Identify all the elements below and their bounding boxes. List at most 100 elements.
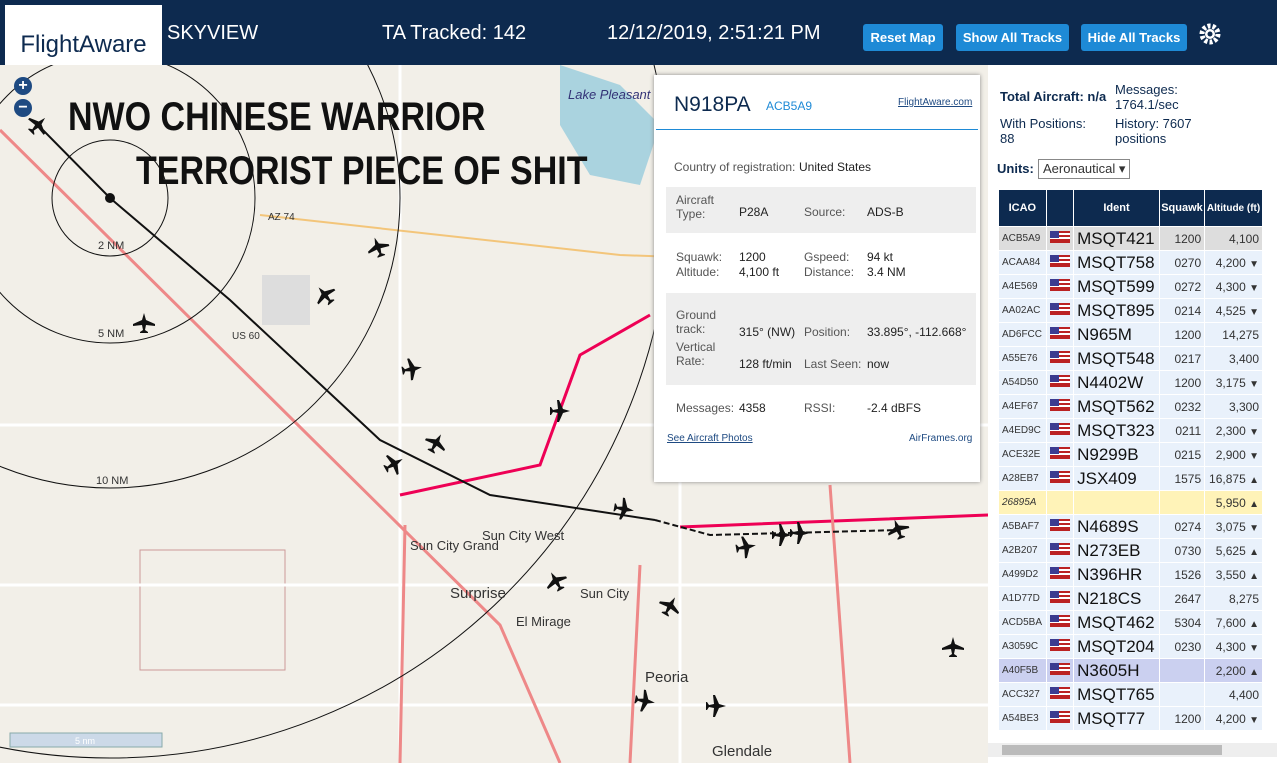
field-value: ADS-B (867, 205, 904, 219)
aircraft-row[interactable]: A28EB7 JSX409 1575 16,875 ▲ (999, 467, 1262, 490)
icao: A55E76 (999, 347, 1046, 370)
aircraft-icon[interactable] (364, 234, 392, 260)
settings-icon[interactable] (1198, 22, 1222, 46)
aircraft-icon[interactable] (133, 313, 155, 333)
place-label: AZ 74 (268, 212, 295, 223)
place-label: Sun City West (482, 528, 565, 543)
flag (1046, 707, 1074, 730)
aircraft-row[interactable]: A4ED9C MSQT323 0211 2,300 ▼ (999, 419, 1262, 442)
aircraft-table: ICAO Ident Squawk Altitude (ft) ACB5A9 MSQT42… (998, 189, 1263, 731)
field-label: RSSI: (804, 401, 836, 415)
aircraft-row[interactable]: ACE32E N9299B 0215 2,900 ▼ (999, 443, 1262, 466)
stat: Messages: 1764.1/sec (1115, 82, 1179, 112)
logo[interactable]: FlightAware (5, 5, 162, 65)
aircraft-icon[interactable] (380, 449, 408, 478)
button[interactable]: Hide All Tracks (1081, 24, 1187, 51)
stat: Total Aircraft: n/a (1000, 89, 1107, 104)
field-label: Last Seen: (804, 357, 862, 371)
link[interactable]: FlightAware.com (898, 97, 973, 108)
place-label: Peoria (645, 669, 689, 686)
column-header[interactable]: ICAO (999, 190, 1046, 226)
altitude: 14,275 (1205, 323, 1262, 346)
aircraft-row[interactable]: A54BE3 MSQT77 1200 4,200 ▼ (999, 707, 1262, 730)
column-header[interactable]: Squawk (1159, 190, 1205, 226)
aircraft-icon[interactable] (633, 688, 657, 713)
aircraft-row[interactable]: A4EF67 MSQT562 0232 3,300 (999, 395, 1262, 418)
altitude: 16,875 ▲ (1205, 467, 1262, 490)
flag (1046, 299, 1074, 322)
aircraft-icon[interactable] (541, 567, 570, 595)
icao: ACB5A9 (766, 99, 813, 113)
column-header[interactable]: Altitude (ft) (1205, 190, 1262, 226)
aircraft-icon[interactable] (772, 524, 792, 546)
aircraft-row[interactable]: 26895A 5,950 ▲ (999, 491, 1262, 514)
aircraft-row[interactable]: A40F5B N3605H 2,200 ▲ (999, 659, 1262, 682)
icao: ACB5A9 (999, 227, 1046, 250)
column-header[interactable]: Ident (1074, 190, 1159, 226)
flag (1046, 659, 1074, 682)
aircraft-icon[interactable] (790, 522, 810, 544)
altitude: 5,625 ▲ (1205, 539, 1262, 562)
aircraft-row[interactable]: A55E76 MSQT548 0217 3,400 (999, 347, 1262, 370)
zoom-out[interactable]: − (14, 99, 32, 117)
flag (1046, 683, 1074, 706)
aircraft-row[interactable]: A2B207 N273EB 0730 5,625 ▲ (999, 539, 1262, 562)
button[interactable]: Show All Tracks (956, 24, 1069, 51)
altitude: 4,300 ▼ (1205, 635, 1262, 658)
altitude: 2,900 ▼ (1205, 443, 1262, 466)
overlay-text: TERRORIST PIECE OF SHIT (136, 149, 588, 193)
trend: ▲ (1249, 498, 1259, 510)
button[interactable]: Reset Map (863, 24, 943, 51)
squawk (1159, 683, 1205, 706)
flag (1046, 419, 1074, 442)
aircraft-icon[interactable] (550, 400, 570, 422)
flag (1046, 395, 1074, 418)
aircraft-icon[interactable] (655, 592, 684, 620)
aircraft-row[interactable]: ACAA84 MSQT758 0270 4,200 ▼ (999, 251, 1262, 274)
altitude: 4,200 ▼ (1205, 251, 1262, 274)
aircraft-icon[interactable] (942, 637, 964, 657)
ident: N396HR (1074, 563, 1159, 586)
units-select[interactable]: Aeronautical ▾ (1038, 159, 1131, 179)
aircraft-row[interactable]: A499D2 N396HR 1526 3,550 ▲ (999, 563, 1262, 586)
aircraft-row[interactable]: A5BAF7 N4689S 0274 3,075 ▼ (999, 515, 1262, 538)
squawk: 1200 (1159, 371, 1205, 394)
aircraft-row[interactable]: A1D77D N218CS 2647 8,275 (999, 587, 1262, 610)
field-label: Ground track: (676, 308, 717, 336)
aircraft-icon[interactable] (612, 496, 636, 521)
aircraft-icon[interactable] (421, 429, 450, 457)
aircraft-row[interactable]: A4E569 MSQT599 0272 4,300 ▼ (999, 275, 1262, 298)
squawk: 0232 (1159, 395, 1205, 418)
aircraft-row[interactable]: A3059C MSQT204 0230 4,300 ▼ (999, 635, 1262, 658)
aircraft-icon[interactable] (400, 356, 424, 381)
icao: A499D2 (999, 563, 1046, 586)
icao: ACAA84 (999, 251, 1046, 274)
ident: N9299B (1074, 443, 1159, 466)
aircraft-row[interactable]: AA02AC MSQT895 0214 4,525 ▼ (999, 299, 1262, 322)
aircraft-row[interactable]: ACC327 MSQT765 4,400 (999, 683, 1262, 706)
aircraft-icon[interactable] (23, 110, 53, 140)
aircraft-icon[interactable] (310, 280, 340, 309)
aircraft-icon[interactable] (706, 695, 726, 717)
field-value: 4358 (739, 401, 766, 415)
aircraft-icon[interactable] (734, 534, 758, 559)
icao: A4E569 (999, 275, 1046, 298)
zoom-in[interactable]: + (14, 77, 32, 95)
aircraft-row[interactable]: AD6FCC N965M 1200 14,275 (999, 323, 1262, 346)
altitude: 4,400 (1205, 683, 1262, 706)
trend: ▲ (1249, 474, 1259, 486)
link[interactable]: See Aircraft Photos (667, 433, 753, 444)
icao: AD6FCC (999, 323, 1046, 346)
aircraft-icon[interactable] (884, 516, 912, 542)
squawk: 0215 (1159, 443, 1205, 466)
ident: N273EB (1074, 539, 1159, 562)
aircraft-row[interactable]: A54D50 N4402W 1200 3,175 ▼ (999, 371, 1262, 394)
trend: ▲ (1249, 546, 1259, 558)
squawk: 0730 (1159, 539, 1205, 562)
field-label: Position: (804, 325, 851, 339)
aircraft-row[interactable]: ACD5BA MSQT462 5304 7,600 ▲ (999, 611, 1262, 634)
link[interactable]: AirFrames.org (909, 433, 973, 444)
aircraft-row[interactable]: ACB5A9 MSQT421 1200 4,100 (999, 227, 1262, 250)
field-value: 94 kt (867, 250, 894, 264)
